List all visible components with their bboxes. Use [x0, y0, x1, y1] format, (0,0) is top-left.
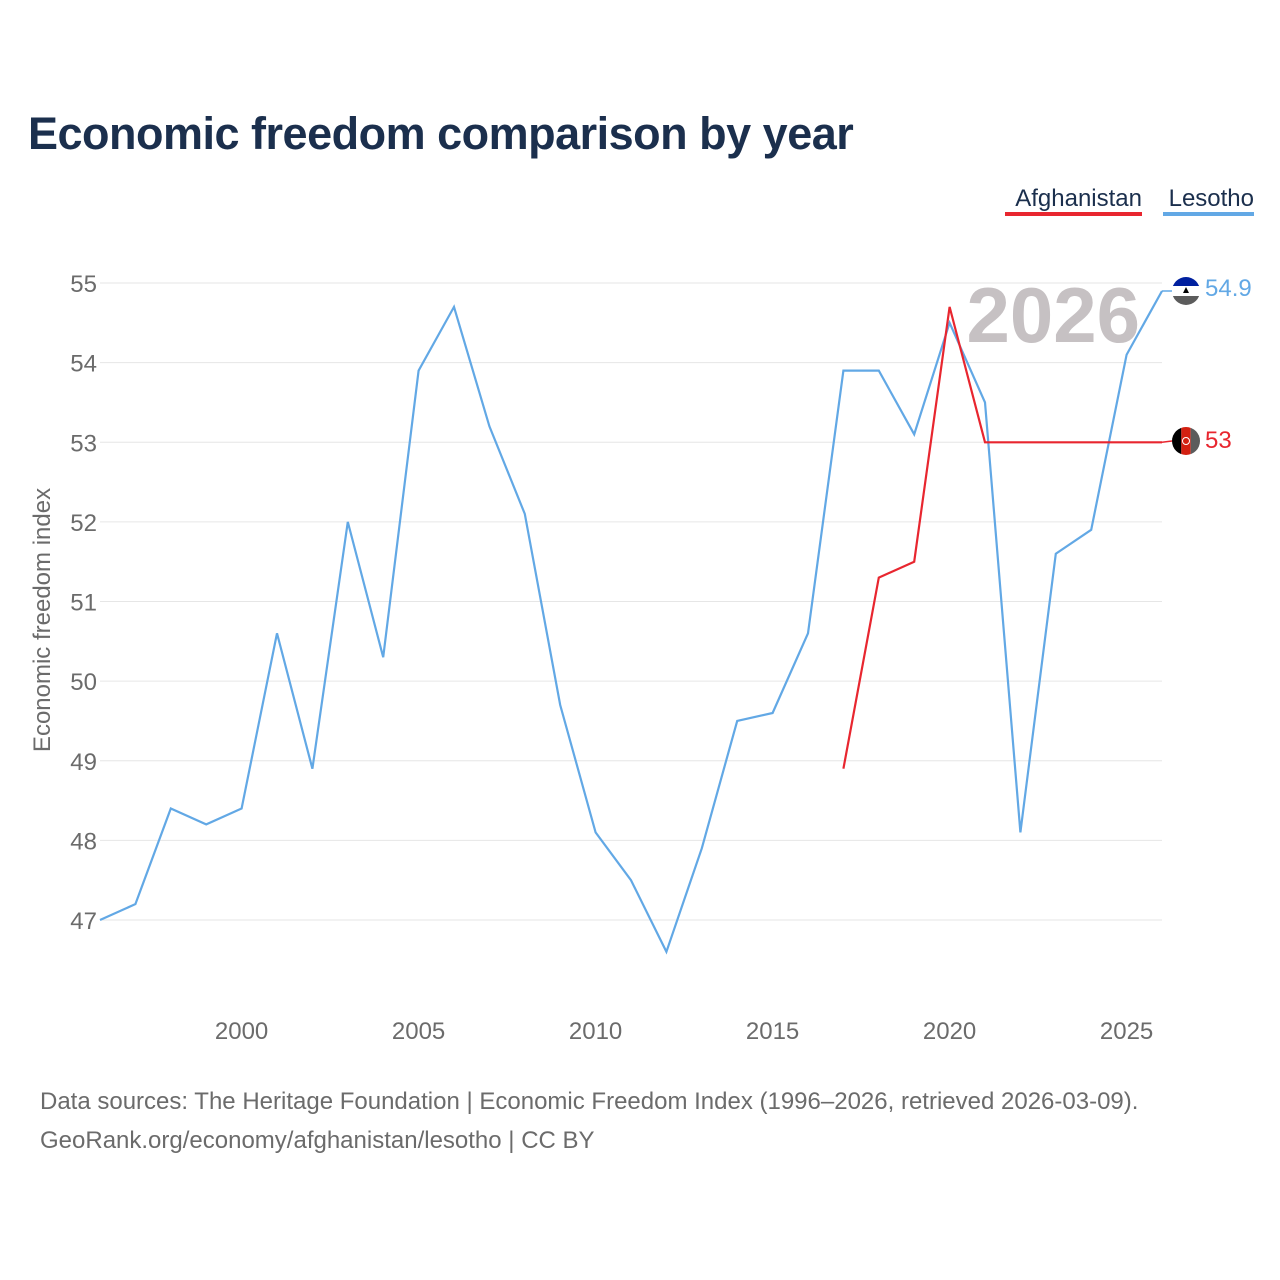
x-tick-label: 2020: [923, 1018, 976, 1045]
legend-swatch-afghanistan: [1005, 212, 1142, 216]
x-tick-label: 2000: [215, 1018, 268, 1045]
lesotho-flag-icon: [1172, 277, 1200, 305]
axes: Economic freedom index 47 48 49 50 51 52 53 54 5…: [29, 271, 1153, 1045]
legend-item-afghanistan[interactable]: Afghanistan: [1005, 185, 1142, 216]
y-tick-label: 55: [70, 271, 97, 298]
x-tick-label: 2010: [569, 1018, 622, 1045]
lesotho-end-value: 54.9: [1205, 275, 1252, 302]
series-line-lesotho: [99, 290, 1163, 955]
legend: Afghanistan Lesotho: [1005, 185, 1254, 216]
y-tick-label: 54: [70, 351, 97, 378]
y-tick-label: 50: [70, 669, 97, 696]
y-axis-label: Economic freedom index: [29, 488, 56, 752]
data-sources-note: Data sources: The Heritage Foundation | …: [40, 1088, 1139, 1115]
end-markers: 54.9 53: [1172, 275, 1252, 455]
grid-lines: [100, 282, 1162, 921]
x-tick-label: 2005: [392, 1018, 445, 1045]
y-tick-label: 47: [70, 908, 97, 935]
series-line-afghanistan: [842, 306, 1162, 769]
year-watermark: 2026: [966, 271, 1140, 359]
x-tick-label: 2025: [1100, 1018, 1153, 1045]
y-tick-label: 51: [70, 590, 97, 617]
legend-label-afghanistan: Afghanistan: [1015, 185, 1142, 212]
legend-item-lesotho[interactable]: Lesotho: [1163, 185, 1254, 216]
series-lines: [99, 290, 1173, 955]
afghanistan-flag-icon: [1172, 427, 1200, 455]
chart-title: Economic freedom comparison by year: [28, 108, 854, 159]
y-tick-label: 53: [70, 430, 97, 457]
legend-label-lesotho: Lesotho: [1169, 185, 1254, 212]
end-connector-afghanistan: [1161, 440, 1173, 443]
y-tick-label: 48: [70, 828, 97, 855]
x-tick-label: 2015: [746, 1018, 799, 1045]
source-credit: GeoRank.org/economy/afghanistan/lesotho …: [40, 1127, 595, 1154]
afghanistan-end-value: 53: [1205, 427, 1232, 454]
y-tick-label: 49: [70, 749, 97, 776]
y-tick-label: 52: [70, 510, 97, 537]
legend-swatch-lesotho: [1163, 212, 1254, 216]
